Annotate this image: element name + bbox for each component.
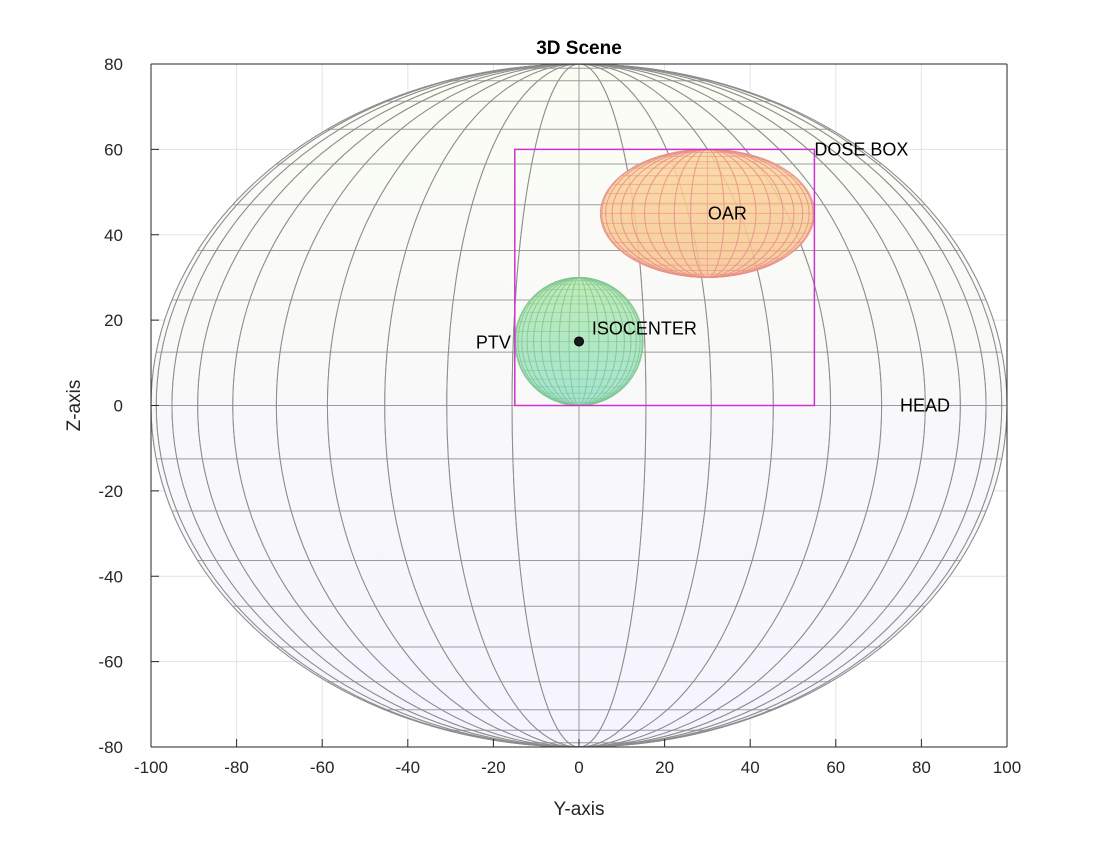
- x-tick-label: -40: [396, 758, 421, 777]
- dose-box: [514, 148, 816, 407]
- y-tick-label: 40: [104, 226, 123, 245]
- annotation-dose-box: DOSE BOX: [814, 139, 908, 159]
- ptv-sphere: [514, 276, 644, 406]
- axes: -100 -80 -60 -40 -20 0 20 40 60 80 100 -80 -60 -40 -20…: [98, 55, 1021, 777]
- x-tick-label: -100: [134, 758, 168, 777]
- y-tick-label: 20: [104, 311, 123, 330]
- y-tick-label: -60: [98, 653, 123, 672]
- y-tick-label: 0: [114, 397, 123, 416]
- x-tick-label: 80: [912, 758, 931, 777]
- x-tick-label: -60: [310, 758, 335, 777]
- x-tick-label: 40: [741, 758, 760, 777]
- y-axis-label: Z-axis: [64, 380, 85, 432]
- chart-title: 3D Scene: [536, 38, 622, 59]
- annotation-ptv: PTV: [476, 332, 511, 352]
- oar-ellipsoid: [599, 148, 815, 278]
- x-tick-label: -80: [224, 758, 249, 777]
- y-tick-label: 80: [104, 55, 123, 74]
- x-tick-label: 0: [574, 758, 583, 777]
- annotation-oar: OAR: [708, 203, 747, 223]
- x-tick-label: 100: [993, 758, 1021, 777]
- x-tick-label: 60: [826, 758, 845, 777]
- annotation-isocenter: ISOCENTER: [592, 319, 697, 339]
- y-tick-label: -20: [98, 482, 123, 501]
- y-tick-label: -40: [98, 567, 123, 586]
- annotation-head: HEAD: [900, 396, 950, 416]
- x-axis-label: Y-axis: [553, 799, 604, 820]
- x-tick-label: -20: [481, 758, 506, 777]
- isocenter-point: [574, 336, 584, 347]
- x-tick-label: 20: [655, 758, 674, 777]
- y-tick-label: 60: [104, 140, 123, 159]
- y-tick-label: -80: [98, 738, 123, 757]
